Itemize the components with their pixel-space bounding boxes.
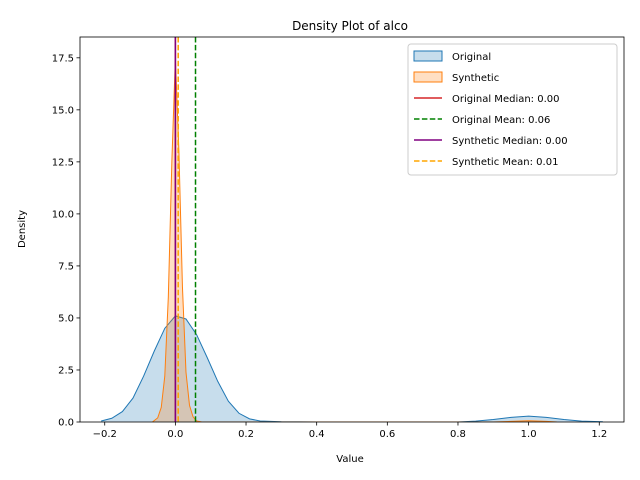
original-density-area: [101, 315, 603, 422]
y-tick-label: 17.5: [52, 53, 74, 64]
original-density-line: [101, 315, 603, 422]
legend-label: Synthetic: [452, 73, 499, 84]
chart-title: Density Plot of alco: [292, 19, 408, 33]
legend-swatch: [413, 50, 443, 62]
legend-label: Synthetic Median: 0.00: [452, 136, 568, 147]
x-tick-label: 1.2: [591, 429, 607, 440]
y-axis-title: Density: [17, 210, 28, 248]
y-tick-label: 10.0: [52, 209, 74, 220]
x-tick-label: 1.0: [521, 429, 537, 440]
legend-label: Synthetic Mean: 0.01: [452, 157, 558, 168]
x-tick-label: 0.2: [238, 429, 254, 440]
axes: −0.2 0.0 0.2 0.4 0.6 0.8 1.0 1.2 0.0 2.5 5.0 7.5 10.…: [52, 36, 625, 440]
legend-label: Original Mean: 0.06: [452, 115, 550, 126]
x-axis-title: Value: [336, 454, 363, 465]
y-tick-label: 2.5: [58, 365, 74, 376]
y-tick-label: 15.0: [52, 105, 74, 116]
y-tick-label: 5.0: [58, 313, 74, 324]
y-tick-label: 0.0: [58, 418, 74, 429]
x-tick-label: 0.8: [450, 429, 466, 440]
x-tick-label: 0.6: [379, 429, 395, 440]
legend-label: Original: [452, 52, 491, 63]
x-tick-label: −0.2: [93, 429, 117, 440]
x-tick-label: 0.0: [167, 429, 183, 440]
legend-box: [407, 43, 618, 176]
y-tick-label: 12.5: [52, 157, 74, 168]
legend-label: Original Median: 0.00: [452, 94, 560, 105]
x-tick-label: 0.4: [309, 429, 325, 440]
y-tick-label: 7.5: [58, 261, 74, 272]
axes-frame: [79, 36, 625, 423]
legend-swatch: [413, 71, 443, 83]
legend: Original Synthetic Original Median: 0.00 Or…: [407, 43, 618, 176]
